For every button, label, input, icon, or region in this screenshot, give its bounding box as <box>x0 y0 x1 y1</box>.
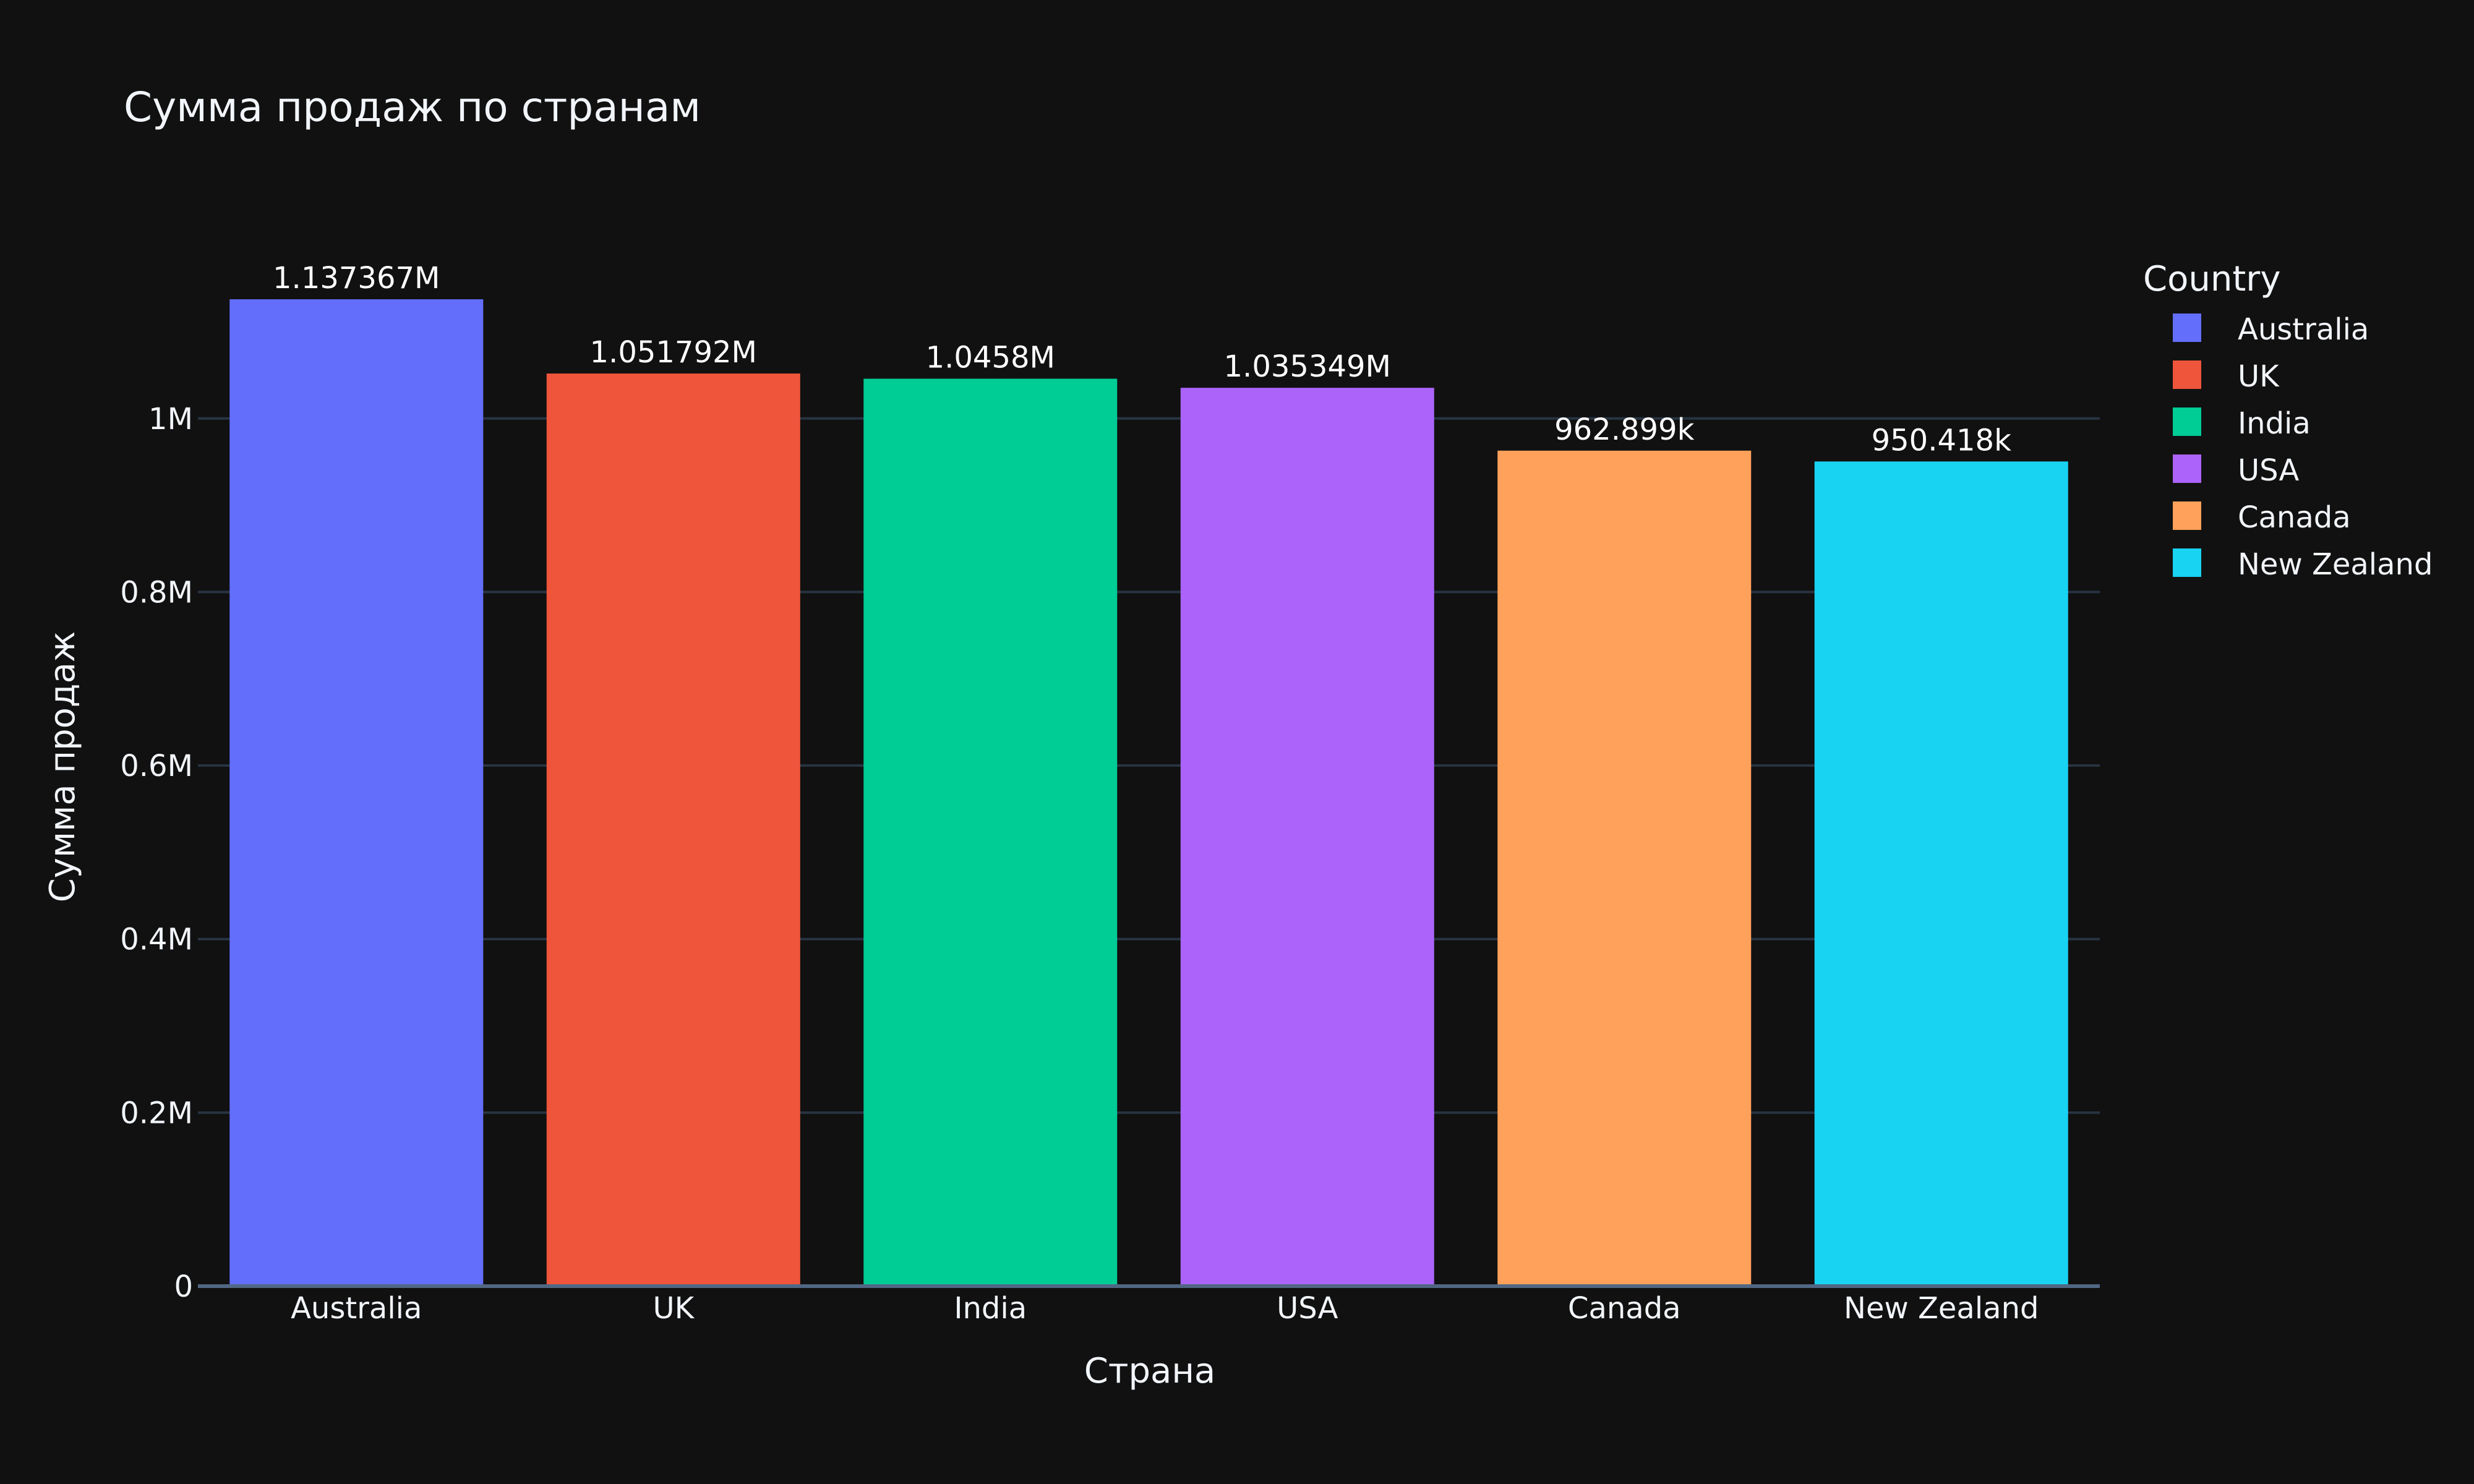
legend-label: New Zealand <box>2238 547 2433 582</box>
data-label: 1.035349M <box>1224 349 1391 384</box>
data-label: 950.418k <box>1872 423 2011 458</box>
x-tick-label: Canada <box>1568 1291 1681 1326</box>
y-axis-ticks: 0 0.2M 0.4M 0.6M 0.8M 1M <box>120 402 193 1304</box>
bar-new-zealand <box>1814 461 2068 1287</box>
legend-item[interactable]: UK <box>2173 359 2280 394</box>
x-tick-label: Australia <box>291 1291 422 1326</box>
legend: Country Australia UK India USA Canada New Zea… <box>2143 259 2433 582</box>
bar-usa <box>1180 388 1434 1287</box>
bar-australia <box>229 299 484 1286</box>
legend-item[interactable]: India <box>2173 406 2311 441</box>
x-tick-label: New Zealand <box>1844 1291 2039 1326</box>
legend-swatch <box>2173 360 2201 389</box>
y-axis-title: Сумма продаж <box>43 631 83 903</box>
data-labels: 1.137367M 1.051792M 1.0458M 1.035349M 962.89… <box>273 261 2011 458</box>
legend-items: Australia UK India USA Canada New Zealand <box>2173 312 2433 582</box>
x-axis-title: Страна <box>1084 1351 1216 1391</box>
legend-swatch <box>2173 501 2201 530</box>
data-label: 962.899k <box>1554 412 1694 447</box>
legend-swatch <box>2173 548 2201 577</box>
data-label: 1.0458M <box>926 340 1055 375</box>
y-tick-label: 0.6M <box>120 749 193 783</box>
legend-swatch <box>2173 407 2201 436</box>
data-label: 1.051792M <box>590 335 757 370</box>
y-tick-label: 0.2M <box>120 1096 193 1130</box>
legend-label: India <box>2238 406 2311 441</box>
bar-india <box>863 378 1118 1287</box>
bar-canada <box>1497 450 1752 1286</box>
x-axis-ticks: Australia UK India USA Canada New Zealand <box>291 1291 2039 1326</box>
gridlines <box>198 417 2100 1114</box>
legend-label: UK <box>2238 359 2280 394</box>
legend-label: Australia <box>2238 312 2369 347</box>
legend-swatch <box>2173 454 2201 483</box>
bar-uk <box>546 373 800 1287</box>
x-tick-label: India <box>954 1291 1027 1326</box>
y-tick-label: 1M <box>148 402 193 437</box>
legend-item[interactable]: Canada <box>2173 500 2351 535</box>
y-tick-label: 0.4M <box>120 923 193 957</box>
y-tick-label: 0.8M <box>120 575 193 610</box>
legend-item[interactable]: Australia <box>2173 312 2369 347</box>
legend-item[interactable]: USA <box>2173 453 2299 488</box>
y-tick-label: 0 <box>174 1269 193 1304</box>
legend-label: Canada <box>2238 500 2351 535</box>
bars <box>198 299 2100 1288</box>
legend-item[interactable]: New Zealand <box>2173 547 2433 582</box>
x-tick-label: UK <box>653 1291 695 1326</box>
x-tick-label: USA <box>1277 1291 1338 1326</box>
legend-swatch <box>2173 313 2201 342</box>
chart-title: Сумма продаж по странам <box>124 83 701 131</box>
legend-label: USA <box>2238 453 2299 488</box>
data-label: 1.137367M <box>273 261 440 296</box>
legend-title: Country <box>2143 259 2280 299</box>
